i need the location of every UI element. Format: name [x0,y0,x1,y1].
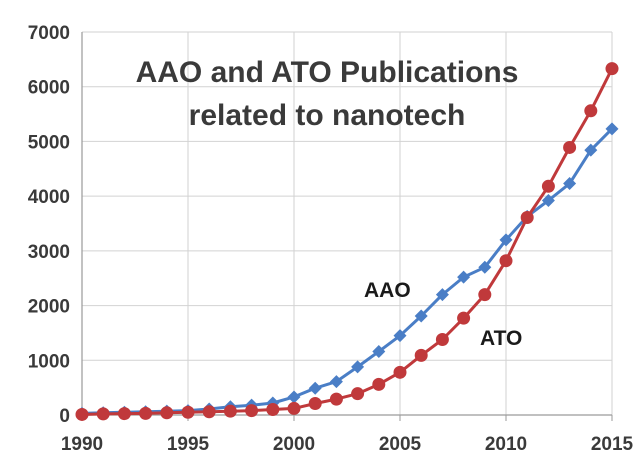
data-point [223,404,237,418]
x-tick-label: 1995 [167,434,210,455]
chart-title-line-1: AAO and ATO Publications [136,56,519,89]
data-point [351,360,365,374]
series-ato [75,62,619,421]
series-labels: AAO ATO [364,279,522,350]
data-point [499,233,513,247]
data-point [541,179,555,193]
x-tick-label: 2010 [485,434,527,455]
series-label-ato: ATO [480,327,522,350]
data-point [308,397,322,411]
data-point [563,140,577,154]
data-point [266,403,280,417]
data-point [160,406,174,420]
data-point [605,62,619,76]
data-point [563,177,577,191]
data-point [351,387,365,401]
data-point [329,392,343,406]
data-point [329,375,343,389]
data-point [287,390,301,404]
x-tick-label: 2005 [379,434,422,455]
y-tick-label: 2000 [28,297,70,318]
data-point [478,260,492,274]
data-point [457,270,471,284]
chart-title: AAO and ATO Publications related to nano… [136,56,519,132]
data-point [139,406,153,420]
x-tick-label: 1990 [61,434,103,455]
data-point [287,401,301,415]
data-point [414,348,428,362]
data-point [372,377,386,391]
data-point [499,254,513,268]
series-line-aao [81,127,614,415]
data-point [308,381,322,395]
data-point [181,405,195,419]
data-point [541,194,555,208]
chart-title-line-2: related to nanotech [189,99,466,132]
data-point [478,288,492,302]
y-tick-label: 3000 [28,242,70,263]
data-point [584,104,598,118]
y-tick-label: 1000 [28,351,70,372]
data-point [435,332,449,346]
y-tick-label: 7000 [28,23,70,44]
data-point [393,329,407,343]
y-tick-label: 4000 [28,187,70,208]
data-point [457,311,471,325]
data-point [584,143,598,157]
x-axis-tick-labels: 1990 1995 2000 2005 2010 2015 [61,434,634,455]
grid [82,31,613,415]
data-point [435,288,449,302]
y-tick-label: 5000 [28,132,70,153]
data-point [605,122,619,136]
series-aao [75,122,619,420]
y-tick-label: 0 [59,406,70,427]
data-point [393,365,407,379]
y-axis-tick-labels: 0 1000 2000 3000 4000 5000 6000 7000 [28,23,70,427]
series [75,62,619,421]
x-tick-label: 2015 [591,434,634,455]
axes [81,32,613,421]
data-point [372,345,386,359]
data-point [75,407,89,421]
series-label-aao: AAO [364,279,411,302]
data-point [520,210,534,224]
x-tick-label: 2000 [273,434,315,455]
data-point [117,407,131,421]
data-point [202,405,216,419]
data-point [96,407,110,421]
data-point [414,309,428,323]
y-tick-label: 6000 [28,78,70,99]
data-point [245,404,259,418]
